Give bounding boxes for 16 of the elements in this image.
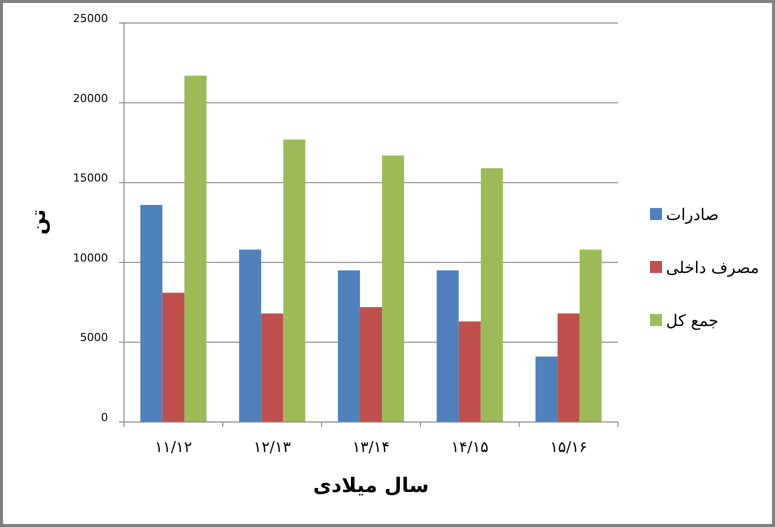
legend-label: مصرف داخلی [666,258,760,277]
legend-label: صادرات [666,205,719,224]
y-tick-label: 15000 [73,172,108,185]
y-tick-label: 10000 [73,251,108,264]
legend-label: جمع کل [666,311,718,330]
y-tick-label: 20000 [73,92,108,105]
x-tick-label: ۱۳/۱۴ [352,438,390,456]
y-axis-title: تن [26,209,50,235]
y-tick-label: 0 [101,411,108,424]
x-tick-label: ۱۱/۱۲ [154,438,192,456]
x-tick-label: ۱۴/۱۵ [451,438,488,456]
y-tick-label: 25000 [73,12,108,25]
x-tick-label: ۱۵/۱۶ [550,438,588,456]
x-axis-title: سال میلادی [313,473,429,497]
y-tick-label: 5000 [80,331,108,344]
x-tick-label: ۱۲/۱۳ [254,438,291,456]
